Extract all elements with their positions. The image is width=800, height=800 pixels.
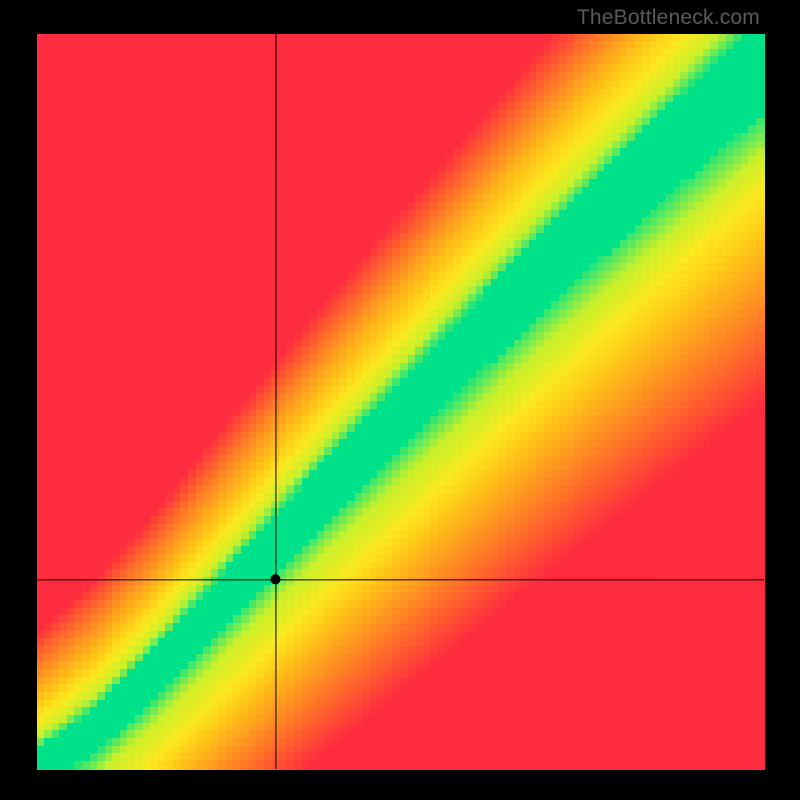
chart-container: TheBottleneck.com [0, 0, 800, 800]
watermark-text: TheBottleneck.com [577, 6, 760, 30]
bottleneck-heatmap [0, 0, 800, 800]
